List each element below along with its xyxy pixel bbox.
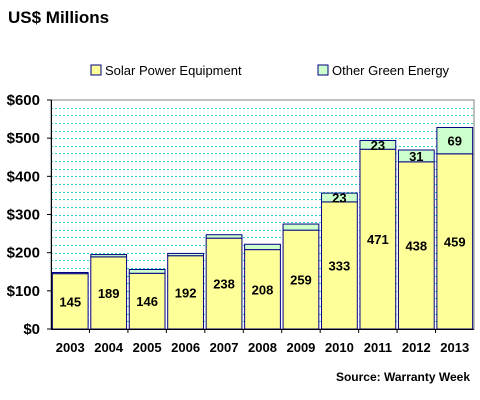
data-label: 438	[405, 238, 427, 253]
data-label: 192	[175, 285, 197, 300]
bar-solar	[205, 237, 243, 330]
bar-other-green	[436, 126, 474, 155]
legend-swatch-other	[317, 64, 329, 76]
bar-solar	[397, 161, 435, 330]
x-tick-label: 2004	[94, 340, 124, 355]
bar-solar	[167, 255, 204, 330]
bar-other-green	[90, 254, 128, 258]
bar-other-green	[359, 139, 397, 150]
data-label: 23	[332, 191, 346, 206]
bars	[51, 126, 474, 330]
data-label: 146	[136, 294, 158, 309]
data-label: 238	[213, 277, 235, 292]
data-label: 259	[290, 273, 312, 288]
y-tick-label: $600	[7, 92, 40, 109]
chart-title: US$ Millions	[8, 8, 109, 27]
bar-other-green	[128, 268, 166, 274]
bar-other-green	[205, 234, 243, 239]
y-tick-label: $500	[7, 130, 40, 147]
data-label: 208	[252, 282, 274, 297]
x-tick-label: 2005	[133, 340, 162, 355]
legend-label-solar: Solar Power Equipment	[105, 63, 242, 78]
data-label: 471	[367, 232, 389, 247]
legend-label-other: Other Green Energy	[332, 63, 450, 78]
bar-solar	[282, 229, 320, 330]
y-tick-label: $0	[23, 321, 40, 338]
x-tick-label: 2008	[248, 340, 277, 355]
x-tick-label: 2009	[286, 340, 315, 355]
y-tick-label: $100	[7, 283, 40, 300]
bar-other-green	[321, 192, 358, 203]
legend-swatch-solar	[90, 64, 102, 76]
x-tick-label: 2011	[364, 340, 392, 355]
data-label: 145	[59, 294, 81, 309]
x-tick-label: 2006	[171, 340, 200, 355]
bar-other-green	[51, 272, 89, 275]
y-axis: $0 $100 $200 $300 $400 $500 $600	[7, 92, 52, 338]
data-label: 31	[409, 149, 423, 164]
x-tick-label: 2007	[210, 340, 239, 355]
bar-other-green	[397, 149, 435, 163]
data-labels: 145 189 146 192 238 208 259 333 23 471 23 438 31 459 6…	[59, 134, 465, 310]
bar-solar	[359, 148, 397, 330]
data-label: 459	[444, 234, 466, 249]
y-tick-label: $200	[7, 245, 40, 262]
x-tick-label: 2013	[440, 340, 469, 355]
data-label: 333	[329, 258, 351, 273]
x-axis: 2003 2004 2005 2006 2007 2008 2009 2010 2011 2012…	[51, 329, 474, 355]
bar-solar	[436, 153, 474, 330]
bar-other-green	[282, 223, 320, 231]
x-tick-label: 2010	[325, 340, 354, 355]
x-tick-label: 2012	[402, 340, 431, 355]
data-label: 189	[98, 286, 120, 301]
bar-other-green	[244, 243, 281, 251]
source-note: Source: Warranty Week	[336, 370, 470, 384]
data-label: 23	[371, 138, 385, 153]
legend: Solar Power Equipment Other Green Energy	[90, 63, 450, 78]
y-tick-label: $300	[7, 207, 40, 224]
bar-other-green	[167, 252, 204, 257]
bar-solar	[90, 256, 128, 330]
data-label: 69	[448, 134, 462, 149]
x-tick-label: 2003	[56, 340, 85, 355]
y-tick-label: $400	[7, 168, 40, 185]
